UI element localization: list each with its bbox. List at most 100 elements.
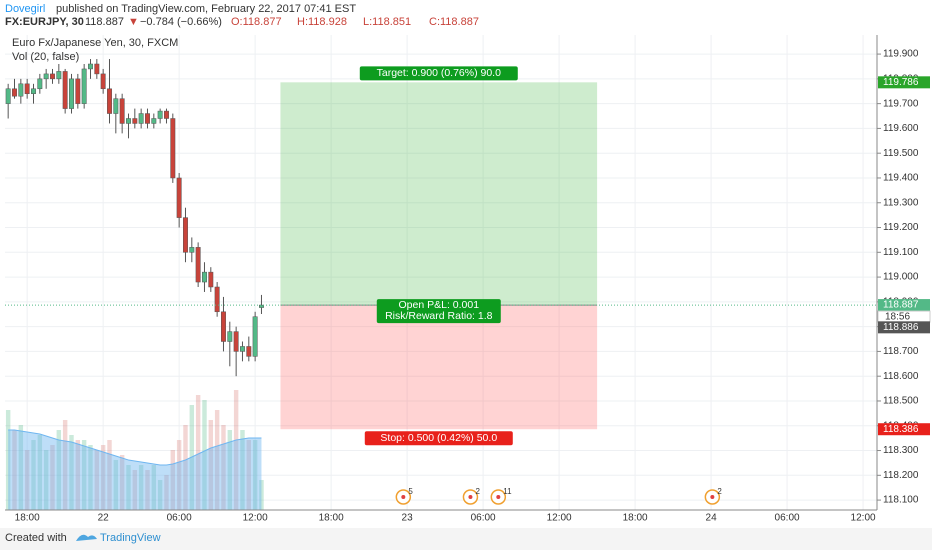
candle-body	[208, 271, 214, 288]
candle-body	[157, 110, 163, 119]
footer-brand[interactable]: TradingView	[100, 532, 161, 544]
volume-bar	[69, 435, 74, 510]
x-tick-label: 12:00	[851, 513, 876, 524]
event-count: 2	[475, 487, 480, 496]
volume-bar	[151, 465, 157, 510]
candle-body	[69, 78, 74, 109]
logo	[76, 534, 97, 541]
candle-body	[240, 346, 245, 352]
candle-body	[43, 73, 49, 80]
candle-body	[75, 78, 81, 104]
candle-body	[50, 73, 55, 80]
candle-body	[94, 63, 100, 75]
candle-body	[18, 83, 24, 97]
candle-body	[126, 118, 131, 124]
y-tick-label: 118.600	[883, 371, 919, 382]
y-tick-label: 119.200	[883, 222, 919, 233]
x-tick-label: 12:00	[547, 513, 572, 524]
price-label: 118.386	[883, 424, 919, 435]
candle-body	[202, 271, 207, 283]
volume-bar	[62, 420, 68, 510]
candle-body	[227, 331, 233, 342]
volume-bar	[56, 430, 62, 510]
label: Risk/Reward Ratio: 1.8	[385, 310, 493, 322]
volume-bar	[246, 440, 252, 510]
candle-body	[183, 217, 188, 253]
candle-body	[151, 118, 157, 124]
y-tick-label: 119.100	[883, 247, 919, 258]
footer-created: Created with	[5, 532, 67, 544]
volume-bar	[100, 445, 106, 510]
label-box	[376, 299, 501, 324]
countdown: 18:56	[885, 312, 910, 323]
volume-bar	[170, 450, 176, 510]
volume-bar	[145, 470, 150, 510]
y-tick-label: 119.500	[883, 148, 919, 159]
volume-bar	[37, 435, 43, 510]
volume-bar	[138, 465, 144, 510]
volume-ma-area	[8, 430, 262, 510]
event-dot	[710, 495, 715, 499]
y-tick-label: 119.700	[883, 98, 919, 109]
volume-bar	[18, 425, 24, 510]
volume-legend: Vol (20, false)	[12, 51, 79, 63]
candle-body	[24, 83, 30, 94]
volume-bar	[50, 445, 55, 510]
volume-bar	[221, 425, 226, 510]
published: published on TradingView.com, February 2…	[56, 3, 356, 15]
candle-body	[5, 88, 11, 104]
candle-body	[221, 311, 226, 342]
volume-bar	[75, 440, 81, 510]
volume-bar	[164, 475, 169, 510]
price-label-box	[878, 76, 930, 89]
volume-bar	[126, 465, 131, 510]
symbol: FX:EURJPY, 30	[5, 16, 84, 28]
y-tick-label: 118.100	[883, 495, 919, 506]
author[interactable]: Dovegirl	[5, 3, 45, 15]
price-label: 118.886	[883, 322, 919, 333]
candle-body	[88, 63, 93, 70]
volume-bar	[233, 390, 239, 510]
candle-body	[170, 118, 176, 179]
volume-bar	[240, 430, 245, 510]
volume-bar	[227, 430, 233, 510]
candle-body	[138, 113, 144, 124]
volume-bar	[157, 480, 163, 510]
candle-body	[56, 71, 62, 80]
x-tick-label: 06:00	[471, 513, 496, 524]
y-tick-label: 119.900	[883, 49, 919, 60]
candle-body	[252, 316, 258, 357]
volume-bar	[183, 425, 188, 510]
candle-body	[31, 88, 36, 94]
event-count: 5	[408, 487, 413, 496]
event-dot	[496, 495, 501, 499]
candle-body	[145, 113, 150, 124]
label-box	[359, 66, 518, 81]
candle-body	[246, 346, 252, 357]
ohlc-value: H:118.928	[297, 16, 347, 28]
ohlc-value: C:118.887	[429, 16, 479, 28]
x-tick-label: 06:00	[167, 513, 192, 524]
ohlc-value: L:118.851	[363, 16, 411, 28]
y-tick-label: 119.600	[883, 123, 919, 134]
candle-body	[132, 118, 138, 124]
label: Open P&L: 0.001	[399, 299, 480, 311]
x-tick-label: 18:00	[623, 513, 648, 524]
candle-body	[81, 68, 87, 104]
stop-zone	[280, 305, 598, 430]
volume-bar	[202, 400, 207, 510]
price-label-box	[878, 299, 930, 312]
price-label-box	[878, 423, 930, 436]
volume-bar	[5, 410, 11, 510]
y-tick-label: 118.700	[883, 346, 919, 357]
candle-body	[176, 177, 182, 218]
volume-bar	[12, 430, 17, 510]
y-tick-label: 118.300	[883, 445, 919, 456]
volume-bar	[107, 440, 112, 510]
volume-bar	[94, 450, 100, 510]
volume-ma	[8, 429, 262, 466]
price-label: 118.887	[883, 300, 919, 311]
